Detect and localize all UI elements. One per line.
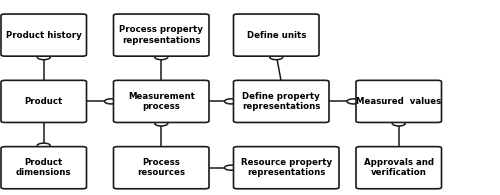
Text: Product
dimensions: Product dimensions (16, 158, 72, 177)
FancyBboxPatch shape (114, 147, 209, 189)
FancyBboxPatch shape (1, 80, 86, 122)
Text: Product: Product (24, 97, 63, 106)
Text: Resource property
representations: Resource property representations (240, 158, 332, 177)
Text: Approvals and
verification: Approvals and verification (364, 158, 434, 177)
FancyBboxPatch shape (1, 14, 86, 56)
Text: Define units: Define units (246, 31, 306, 40)
Text: Define property
representations: Define property representations (242, 92, 320, 111)
FancyBboxPatch shape (356, 147, 442, 189)
FancyBboxPatch shape (234, 14, 319, 56)
Circle shape (104, 99, 118, 104)
FancyBboxPatch shape (1, 147, 86, 189)
Circle shape (347, 99, 360, 104)
Circle shape (392, 121, 405, 126)
FancyBboxPatch shape (234, 147, 339, 189)
FancyBboxPatch shape (114, 14, 209, 56)
Text: Product history: Product history (6, 31, 82, 40)
Text: Measured  values: Measured values (356, 97, 442, 106)
Circle shape (224, 99, 237, 104)
FancyBboxPatch shape (356, 80, 442, 122)
FancyBboxPatch shape (114, 80, 209, 122)
Circle shape (37, 143, 50, 148)
Circle shape (224, 165, 237, 170)
FancyBboxPatch shape (234, 80, 329, 122)
Circle shape (37, 55, 50, 60)
Text: Measurement
process: Measurement process (128, 92, 194, 111)
Circle shape (155, 121, 168, 126)
Text: Process property
representations: Process property representations (120, 25, 203, 45)
Circle shape (155, 55, 168, 60)
Text: Process
resources: Process resources (137, 158, 185, 177)
Circle shape (270, 55, 283, 60)
